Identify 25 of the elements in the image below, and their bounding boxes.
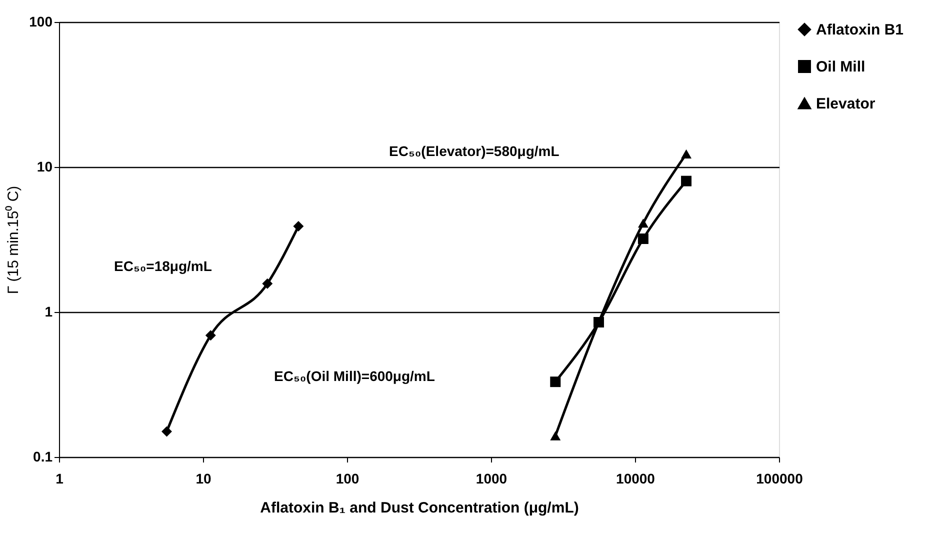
point	[593, 316, 604, 328]
point	[638, 234, 648, 244]
x-tick-label: 1	[56, 470, 64, 486]
y-axis-title: Γ (15 min.15⁰ C)	[5, 186, 22, 294]
annotation: EC₅₀=18μg/mL	[114, 258, 212, 274]
annotation: EC₅₀(Elevator)=580μg/mL	[389, 143, 560, 159]
point	[550, 431, 561, 440]
y-tick-label: 10	[36, 158, 53, 174]
legend-label: Aflatoxin B1	[816, 22, 904, 38]
x-tick-label: 100000	[756, 470, 804, 486]
point	[681, 149, 692, 159]
x-axis-title: Aflatoxin B₁ and Dust Concentration (μg/mL)	[260, 500, 579, 516]
x-tick-label: 1000	[476, 470, 508, 486]
legend-label: Elevator	[816, 96, 876, 112]
point	[550, 376, 561, 388]
y-tick-label: 0.1	[33, 448, 53, 464]
legend-label: Oil Mill	[816, 58, 866, 76]
annotation: EC₅₀(Oil Mill)=600μg/mL	[274, 368, 436, 384]
point	[638, 218, 648, 228]
x-tick-label: 10	[196, 470, 212, 486]
x-tick-label: 10000	[616, 470, 656, 486]
y-tick-label: 100	[29, 14, 53, 30]
point	[681, 176, 692, 186]
x-tick-label: 100	[336, 470, 360, 486]
y-tick-label: 1	[44, 304, 53, 320]
